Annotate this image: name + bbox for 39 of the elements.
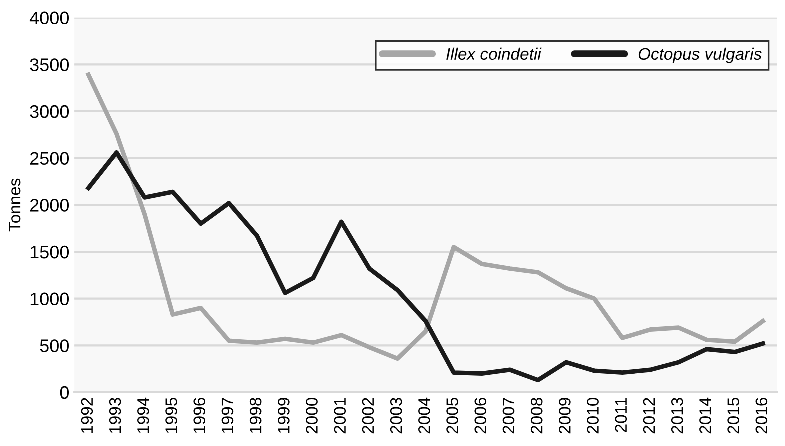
x-tick-label: 2013 [671, 398, 684, 434]
y-tick-label: 3000 [30, 105, 70, 118]
x-tick-label: 1994 [138, 398, 150, 434]
line-series [86, 150, 766, 383]
x-tick-label: 1995 [166, 398, 178, 434]
x-tick-label: 1998 [250, 398, 262, 434]
legend-label: Illex coindetii [446, 48, 542, 60]
x-tick-label: 2008 [530, 398, 543, 434]
legend-label: Octopus vulgaris [638, 48, 762, 64]
x-tick-label: 2000 [306, 398, 318, 434]
x-tick-label: 2002 [362, 398, 374, 434]
x-tick-label: 2014 [700, 398, 712, 434]
x-tick-label: 2012 [643, 398, 656, 434]
y-tick-label: 2000 [30, 199, 70, 212]
x-tick-label: 1993 [109, 398, 122, 434]
x-tick-label: 2016 [756, 398, 768, 434]
y-tick-label: 500 [40, 340, 70, 352]
y-tick-label: 2500 [30, 152, 70, 166]
x-tick-label: 2005 [446, 398, 458, 434]
y-tick-label: 3500 [30, 58, 70, 72]
y-axis-title: Tonnes [9, 178, 21, 232]
x-tick-label: 1996 [194, 398, 206, 434]
y-tick-label: 4000 [30, 12, 70, 25]
y-tick-label: 1500 [30, 246, 70, 259]
x-tick-label: 2009 [559, 398, 571, 434]
x-tick-label: 2004 [418, 398, 430, 434]
x-tick-label: 2011 [615, 398, 628, 432]
x-tick-label: 1997 [222, 398, 234, 434]
y-tick-label: 1000 [30, 292, 70, 306]
x-tick-label: 2015 [728, 398, 740, 434]
x-tick-label: 2001 [334, 398, 346, 434]
x-tick-label: 1992 [81, 398, 94, 434]
y-tick-label: 0 [60, 386, 70, 400]
x-tick-label: 2010 [587, 398, 599, 434]
x-tick-label: 2003 [390, 398, 402, 434]
line-series [86, 72, 766, 361]
x-tick-label: 1999 [278, 398, 290, 434]
x-tick-label: 2007 [502, 398, 515, 434]
x-tick-label: 2006 [474, 398, 487, 434]
